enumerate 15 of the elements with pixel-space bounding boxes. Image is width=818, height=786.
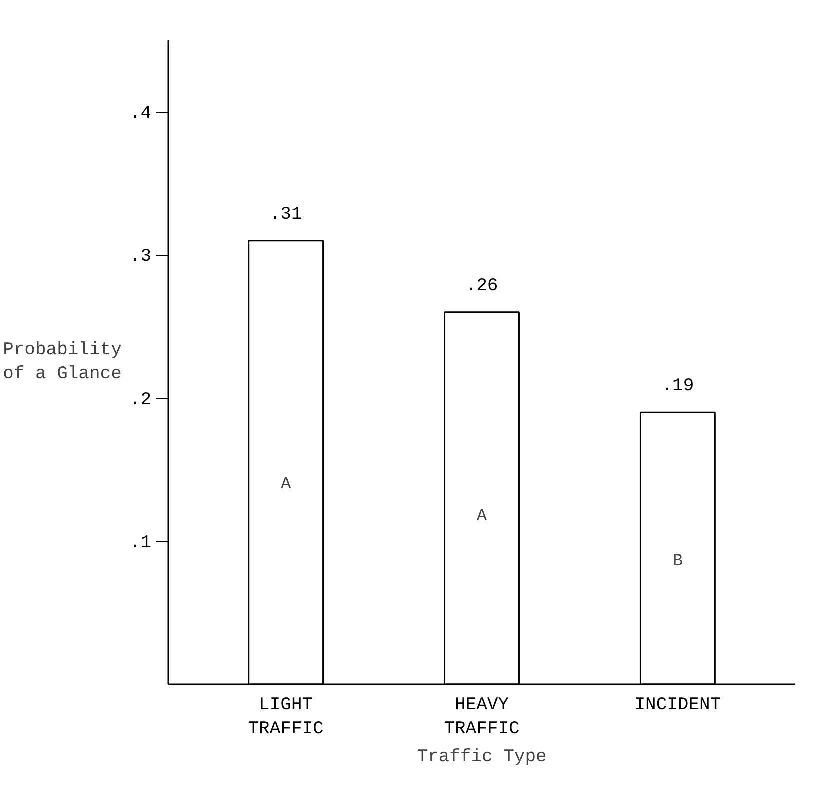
x-axis-title: Traffic Type [417, 748, 547, 768]
y-tick-label: .3 [130, 247, 152, 268]
y-tick-label: .1 [130, 533, 152, 554]
x-tick-label: HEAVY TRAFFIC [444, 696, 520, 740]
annotation: A [280, 475, 292, 494]
data-label: .26 [466, 276, 498, 296]
x-tick-label: LIGHT TRAFFIC [248, 696, 324, 740]
x-tick-label: INCIDENT [634, 696, 722, 716]
annotation: B [672, 552, 684, 572]
y-axis-title: Probability of a Glance [3, 340, 122, 384]
data-label: .31 [270, 204, 302, 225]
y-tick-label: .4 [130, 104, 152, 124]
annotation: A [476, 508, 488, 527]
data-label: .19 [662, 376, 694, 397]
y-tick-label: .2 [130, 390, 152, 410]
